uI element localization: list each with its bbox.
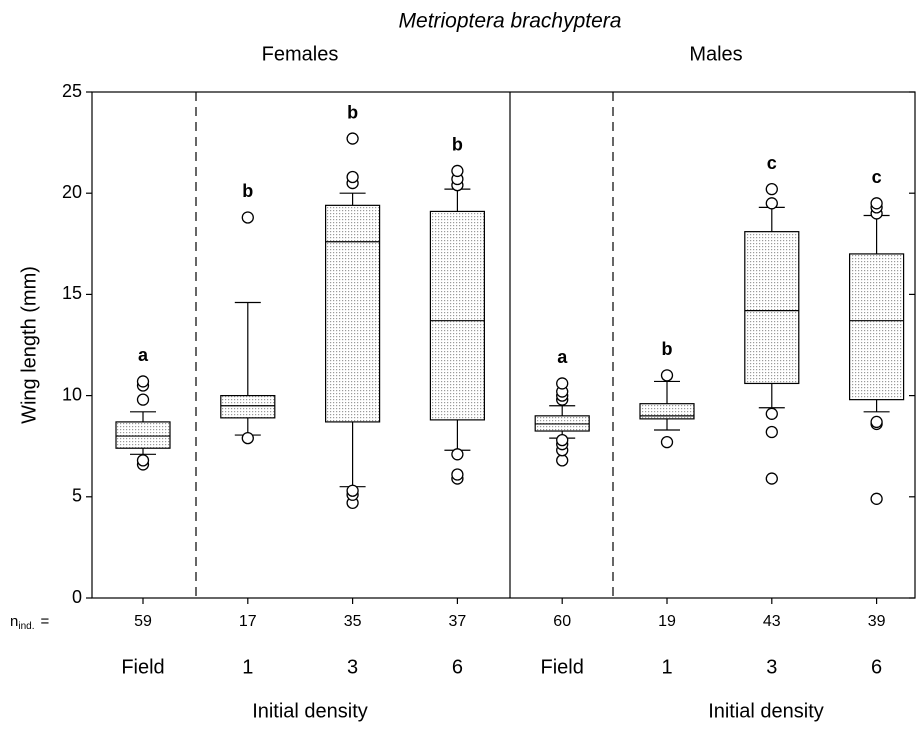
significance-label: b — [242, 181, 253, 201]
y-tick-label: 20 — [62, 182, 82, 202]
x-tick-label: 6 — [871, 656, 882, 678]
outlier — [556, 433, 569, 447]
x-axis-label: Initial density — [252, 700, 368, 722]
outlier — [870, 415, 883, 429]
outlier — [870, 492, 883, 505]
x-tick-label: 3 — [347, 656, 358, 678]
box — [744, 231, 800, 385]
outlier — [451, 468, 464, 481]
box — [220, 395, 276, 419]
outlier — [765, 197, 778, 210]
outlier — [556, 377, 569, 390]
outlier — [765, 183, 778, 196]
outlier — [870, 197, 883, 210]
n-value: 43 — [763, 613, 781, 630]
box — [429, 210, 485, 421]
y-tick-label: 15 — [62, 283, 82, 303]
n-value: 60 — [553, 613, 571, 630]
box — [115, 421, 171, 449]
outlier — [765, 472, 778, 485]
outlier — [136, 393, 150, 406]
y-tick-label: 10 — [62, 384, 82, 404]
chart-title: Metrioptera brachyptera — [399, 10, 622, 33]
significance-label: c — [767, 153, 777, 173]
x-tick-label: 1 — [661, 656, 672, 678]
plot-frame — [91, 91, 916, 599]
outlier — [346, 170, 359, 184]
significance-label: b — [347, 102, 358, 122]
y-tick-label: 25 — [62, 81, 82, 101]
box — [325, 204, 381, 423]
x-tick-label: Field — [121, 656, 164, 678]
box — [848, 253, 905, 401]
outlier — [451, 448, 464, 461]
outlier — [660, 436, 674, 449]
n-value: 19 — [658, 613, 676, 630]
x-tick-label: 1 — [242, 656, 253, 678]
y-axis-label: Wing length (mm) — [18, 266, 40, 424]
x-tick-label: Field — [541, 656, 584, 678]
group-label: Males — [689, 43, 742, 65]
x-axis-label: Initial density — [708, 700, 824, 722]
significance-label: a — [557, 347, 568, 367]
n-label-eq: = — [40, 613, 49, 630]
significance-label: c — [872, 167, 882, 187]
outlier — [136, 375, 150, 388]
x-tick-label: 3 — [766, 656, 777, 678]
outlier — [346, 132, 359, 145]
outlier — [346, 484, 359, 497]
significance-label: b — [452, 135, 463, 155]
outlier — [241, 431, 254, 445]
outlier — [765, 425, 778, 439]
group-label: Females — [262, 43, 339, 65]
x-tick-label: 6 — [452, 656, 463, 678]
n-label-main: n — [10, 613, 18, 630]
y-tick-label: 5 — [72, 486, 82, 506]
outlier — [241, 211, 254, 224]
outlier — [765, 407, 778, 420]
box — [639, 403, 695, 420]
outlier — [660, 369, 674, 382]
n-label-sub: ind. — [18, 621, 34, 632]
outlier — [556, 454, 569, 467]
outlier — [451, 164, 464, 178]
significance-label: a — [138, 345, 149, 365]
significance-label: b — [662, 339, 673, 359]
n-value: 17 — [239, 613, 257, 630]
n-value: 37 — [449, 613, 467, 630]
n-value: 39 — [868, 613, 886, 630]
n-label: nind. = — [10, 613, 49, 632]
n-value: 59 — [134, 613, 152, 630]
n-value: 35 — [344, 613, 362, 630]
y-tick-label: 0 — [72, 587, 82, 607]
outlier — [136, 454, 150, 467]
